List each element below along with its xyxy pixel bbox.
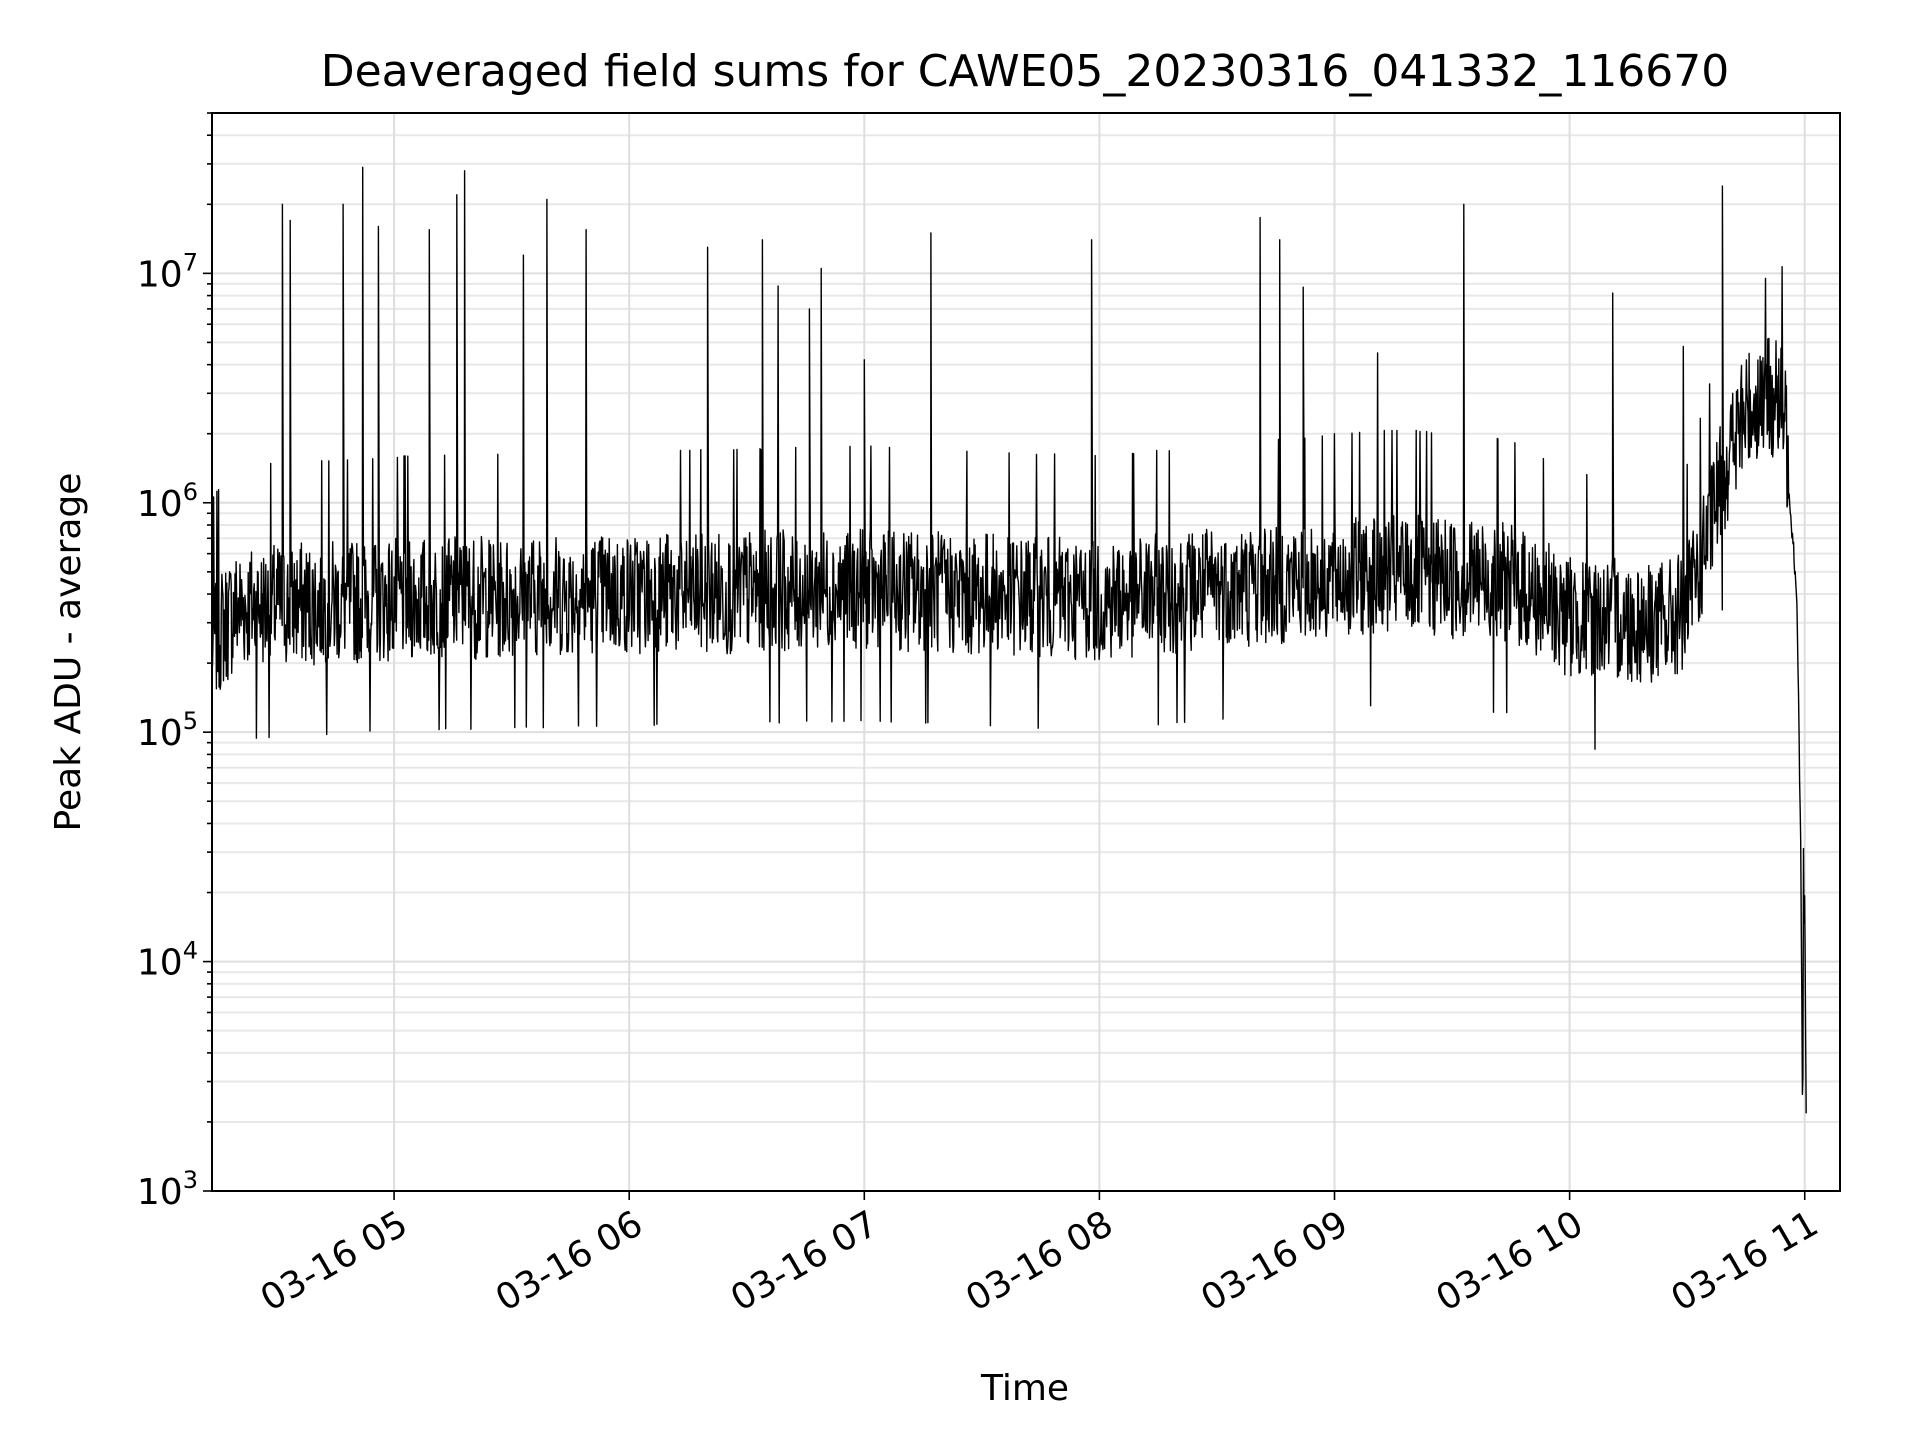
y-tick-label: 105 [137,707,198,754]
x-axis-label: Time [980,1368,1069,1409]
y-axis: 103 104 105 106 107 [137,112,212,1213]
y-tick-label: 104 [137,937,198,984]
y-tick-label: 103 [137,1166,198,1213]
series-line [211,166,1807,1114]
y-axis-label: Peak ADU - average [48,473,89,832]
plot-area [211,166,1807,1114]
y-tick-label: 107 [137,248,198,295]
plot-frame [211,112,1841,1192]
chart-title: Deaveraged field sums for CAWE05_2023031… [321,46,1730,97]
y-tick-label: 106 [137,478,198,525]
